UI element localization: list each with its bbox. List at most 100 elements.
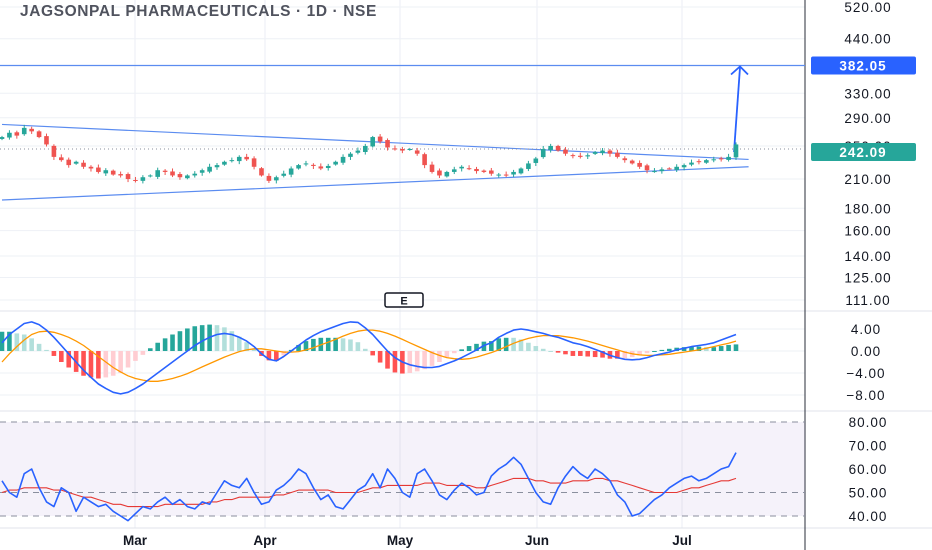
candle-body (192, 173, 198, 176)
axis-layer: E520.00440.00330.00290.00250.00210.00180… (123, 0, 916, 548)
macd-histogram-bar (711, 347, 717, 351)
candle-body (236, 156, 242, 162)
candle-body (592, 152, 598, 154)
target-price-badge: 382.05 (811, 56, 916, 75)
macd-histogram-bar (177, 331, 183, 351)
macd-histogram-bar (36, 343, 42, 351)
macd-histogram-bar (199, 325, 205, 351)
candle-body (407, 149, 413, 151)
candle-body (229, 160, 235, 162)
rsi-moving-average (1, 477, 737, 508)
projection-arrow-shaft (733, 67, 741, 153)
macd-histogram-bar (236, 336, 242, 351)
rsi-tick-label: 50.00 (849, 486, 888, 501)
candle-body (385, 140, 390, 148)
candle-body (133, 179, 138, 181)
candle-body (652, 171, 657, 173)
rsi-layer (1, 452, 737, 522)
macd-histogram-bar (451, 351, 457, 354)
macd-histogram-bar (66, 351, 72, 368)
candle-body (36, 131, 42, 138)
macd-histogram-bar (222, 327, 227, 351)
candle-body (21, 127, 27, 135)
macd-histogram-bar (429, 351, 435, 366)
candle-body (288, 168, 294, 175)
candle-body (29, 128, 34, 132)
macd-signal-line (1, 329, 737, 382)
macd-histogram-bar (444, 351, 450, 358)
candle-body (96, 167, 101, 172)
macd-histogram-bar (244, 342, 249, 351)
candle-body (281, 173, 287, 176)
macd-tick-label: 4.00 (851, 322, 881, 337)
candle-body (622, 158, 628, 161)
macd-histogram-bar (348, 339, 353, 351)
candle-body (222, 161, 227, 165)
macd-tick-label: −4.00 (846, 366, 885, 381)
candle-body (88, 166, 94, 169)
candle-body (704, 160, 709, 163)
candle-body (118, 174, 123, 176)
candle-body (333, 161, 338, 165)
candle-body (140, 177, 146, 181)
macd-histogram-bar (385, 351, 390, 369)
candle-body (666, 168, 672, 170)
macd-histogram-bar (407, 351, 413, 373)
candle-body (274, 177, 279, 181)
price-tick-label: 440.00 (844, 32, 891, 47)
last-price-badge-bg (811, 143, 916, 162)
macd-histogram-bar (422, 351, 427, 370)
price-tick-label: 180.00 (844, 201, 891, 216)
candle-body (600, 150, 605, 154)
macd-histogram-bar (644, 351, 650, 354)
candle-body (355, 150, 361, 153)
macd-histogram-bar (718, 346, 724, 351)
projection-arrow-head (730, 65, 749, 76)
candle-body (474, 168, 479, 172)
candle-body (303, 163, 309, 165)
target-price-badge-text: 382.05 (839, 58, 886, 73)
chart-title: JAGSONPAL PHARMACEUTICALS · 1D · NSE (20, 3, 377, 20)
rsi-band-layer (0, 421, 805, 517)
macd-layer (0, 321, 739, 395)
candle-body (147, 175, 153, 177)
macd-histogram-bar (229, 331, 235, 351)
candle-body (422, 154, 427, 166)
macd-histogram-bar (696, 346, 702, 351)
candle-body (81, 162, 86, 167)
macd-histogram-bar (355, 342, 361, 351)
candle-body (266, 175, 272, 181)
candle-body (511, 171, 516, 175)
macd-histogram-bar (192, 326, 198, 351)
macd-histogram-bar (296, 344, 301, 351)
macd-histogram-bar (437, 351, 442, 362)
macd-histogram-bar (81, 351, 86, 376)
macd-histogram-bar (162, 338, 168, 351)
candle-body (466, 168, 472, 170)
macd-histogram-bar (14, 333, 20, 351)
macd-histogram-bar (489, 341, 494, 351)
candle-body (526, 163, 531, 169)
candle-body (518, 168, 524, 174)
last-price-badge-text: 242.09 (839, 145, 886, 160)
price-tick-label: 125.00 (844, 270, 891, 285)
macd-histogram-bar (496, 338, 502, 351)
candle-body (59, 157, 64, 161)
candle-body (659, 169, 665, 172)
candle-body (689, 162, 694, 165)
rsi-tick-label: 60.00 (849, 462, 888, 477)
candle-body (570, 155, 576, 157)
price-tick-label: 520.00 (844, 0, 891, 15)
candle-body (155, 170, 160, 177)
candle-body (437, 170, 442, 176)
macd-histogram-bar (585, 351, 591, 357)
candle-body (696, 161, 702, 163)
macd-histogram-bar (340, 338, 346, 351)
candle-body (14, 132, 20, 136)
macd-histogram-bar (466, 346, 472, 351)
macd-histogram-bar (170, 334, 175, 351)
macd-histogram-bar (133, 351, 138, 361)
macd-histogram-bar (147, 348, 153, 351)
rsi-tick-label: 70.00 (849, 439, 888, 454)
